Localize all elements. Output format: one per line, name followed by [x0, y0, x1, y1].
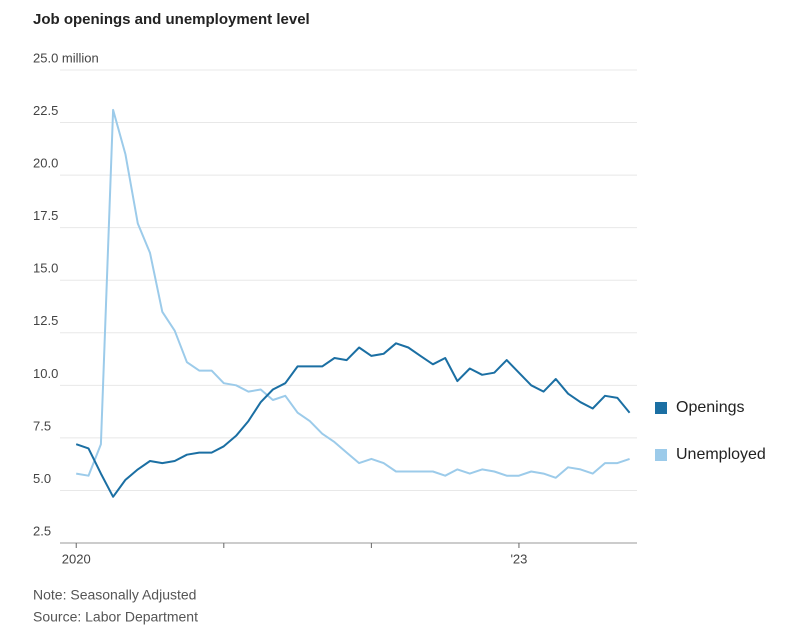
y-tick-label: 20.0	[33, 156, 58, 171]
y-tick-label: 25.0 million	[33, 50, 99, 65]
legend-swatch	[655, 449, 667, 461]
y-tick-label: 17.5	[33, 208, 58, 223]
x-tick-label: 2020	[62, 551, 91, 566]
legend-label: Unemployed	[676, 446, 766, 463]
y-tick-label: 12.5	[33, 313, 58, 328]
y-tick-label: 5.0	[33, 471, 51, 486]
y-tick-label: 10.0	[33, 366, 58, 381]
source: Source: Labor Department	[33, 609, 198, 625]
chart-title: Job openings and unemployment level	[33, 11, 310, 28]
legend-label: Openings	[676, 399, 745, 416]
legend-swatch	[655, 402, 667, 414]
x-tick-label: '23	[510, 551, 527, 566]
y-tick-label: 15.0	[33, 261, 58, 276]
note: Note: Seasonally Adjusted	[33, 587, 196, 603]
series-line	[75, 342, 631, 498]
y-tick-label: 2.5	[33, 523, 51, 538]
y-tick-label: 22.5	[33, 103, 58, 118]
series-line	[76, 108, 630, 479]
y-tick-label: 7.5	[33, 418, 51, 433]
